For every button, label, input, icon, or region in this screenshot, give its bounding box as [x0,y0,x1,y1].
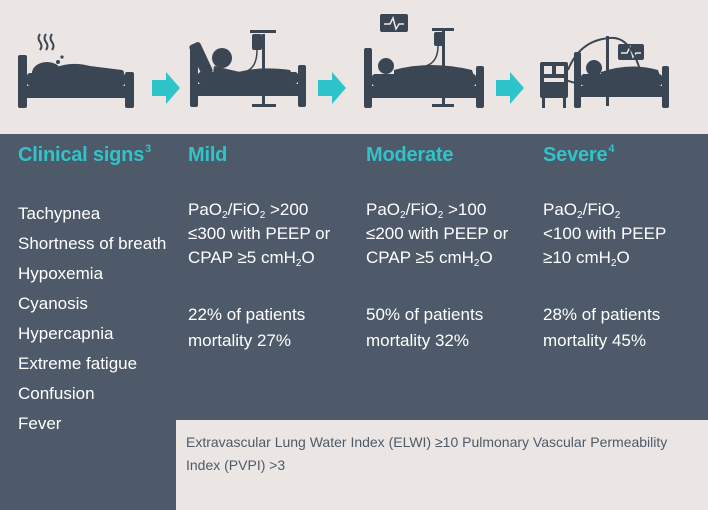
reference-mark: 4 [608,143,615,155]
sign-item: Hypercapnia [18,324,114,343]
criteria-subscript: 2 [295,258,302,269]
mild-criteria-line3: CPAP ≥5 cmH2O [188,246,330,270]
criteria-text: CPAP ≥5 cmH [366,248,474,267]
criteria-subscript: 2 [222,210,228,221]
footnote-text: Extravascular Lung Water Index (ELWI) ≥1… [186,434,668,473]
severe-title: Severe [543,144,608,166]
sign-item: Cyanosis [18,294,88,313]
clinical-signs-title: Clinical signs [18,144,145,166]
mild-criteria: PaO2/FiO2 >200 ≤300 with PEEP or CPAP ≥5… [188,198,330,270]
sign-item: Fever [18,414,62,433]
criteria-text: O [301,248,315,267]
illustration-strip-svg [18,14,669,108]
sign-item: Hypoxemia [18,264,104,283]
patient-in-bed-fever-icon [18,33,134,108]
criteria-text: O [616,248,630,267]
moderate-heading: Moderate [366,144,454,166]
moderate-mortality: mortality 32% [366,331,469,350]
criteria-text: >200 [265,200,309,219]
mild-criteria-line1: PaO2/FiO2 >200 [188,198,330,222]
arrow-right-icon [496,72,524,104]
severe-mortality: mortality 45% [543,331,646,350]
severe-criteria-line3: ≥10 cmH2O [543,246,666,270]
footnote-box: Extravascular Lung Water Index (ELWI) ≥1… [176,420,708,510]
criteria-text: O [479,248,493,267]
criteria-subscript: 2 [437,210,444,221]
patient-in-bed-iv-drip-icon [189,30,306,107]
criteria-subscript: 2 [400,210,406,221]
severe-criteria-line1: PaO2/FiO2 [543,198,666,222]
sign-item: Tachypnea [18,204,101,223]
illustration-strip [0,0,708,134]
severe-statistics: 28% of patients mortality 45% [543,302,660,354]
mild-criteria-line2: ≤300 with PEEP or [188,224,331,243]
severe-criteria-line2: <100 with PEEP [543,224,667,243]
criteria-text: ≥10 cmH [543,248,611,267]
criteria-subscript: 2 [577,210,583,221]
severe-patients: 28% of patients [543,305,661,324]
mild-statistics: 22% of patients mortality 27% [188,302,305,354]
patient-on-ventilator-icon [540,36,669,108]
arrow-right-icon [318,72,346,104]
criteria-subscript: 2 [473,258,480,269]
criteria-text: PaO [366,200,401,219]
reference-mark: 3 [145,143,152,155]
moderate-column: Moderate [366,144,454,167]
moderate-criteria-line2: ≤200 with PEEP or [366,224,509,243]
arrow-right-icon [152,72,180,104]
mild-column: Mild [188,144,227,167]
patient-in-bed-monitor-icon [364,14,484,108]
moderate-criteria: PaO2/FiO2 >100 ≤200 with PEEP or CPAP ≥5… [366,198,508,270]
sign-item: Confusion [18,384,95,403]
criteria-text: CPAP ≥5 cmH [188,248,296,267]
clinical-signs-column: Clinical signs3 [18,143,152,167]
severe-heading: Severe4 [543,143,615,167]
criteria-subscript: 2 [259,210,266,221]
criteria-text: >100 [443,200,487,219]
moderate-statistics: 50% of patients mortality 32% [366,302,483,354]
mild-patients: 22% of patients [188,305,306,324]
clinical-signs-heading: Clinical signs3 [18,143,152,167]
mild-mortality: mortality 27% [188,331,291,350]
moderate-criteria-line3: CPAP ≥5 cmH2O [366,246,508,270]
moderate-criteria-line1: PaO2/FiO2 >100 [366,198,508,222]
moderate-patients: 50% of patients [366,305,484,324]
severe-column: Severe4 [543,143,615,167]
criteria-text: /FiO [405,200,438,219]
criteria-subscript: 2 [610,258,617,269]
severe-criteria: PaO2/FiO2 <100 with PEEP ≥10 cmH2O [543,198,666,270]
sign-item: Extreme fatigue [18,354,138,373]
sign-item: Shortness of breath [18,234,167,253]
criteria-text: /FiO [582,200,615,219]
mild-heading: Mild [188,144,228,166]
criteria-text: PaO [543,200,578,219]
criteria-text: /FiO [227,200,260,219]
clinical-signs-list: Tachypnea Shortness of breath Hypoxemia … [18,202,168,442]
criteria-subscript: 2 [614,210,621,221]
criteria-text: PaO [188,200,223,219]
